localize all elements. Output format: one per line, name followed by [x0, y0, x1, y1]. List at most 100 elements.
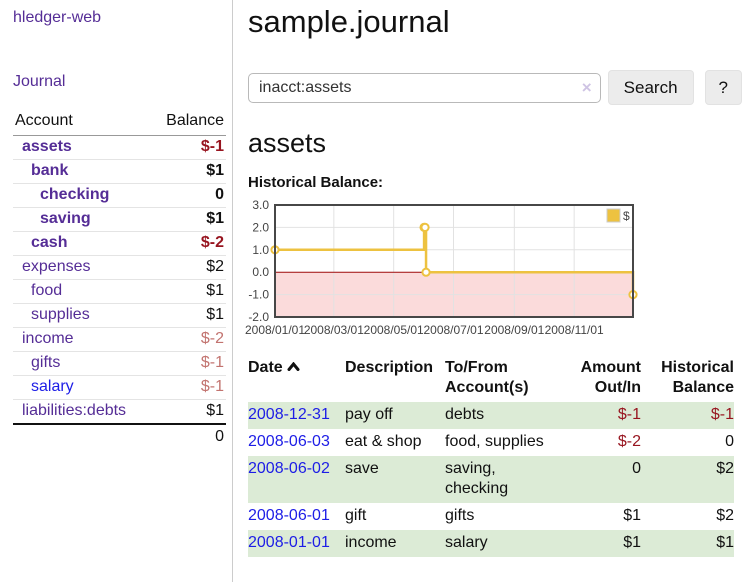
transaction-date-link[interactable]: 2008-06-02: [248, 460, 330, 477]
help-button[interactable]: ?: [704, 70, 742, 105]
svg-text:-1.0: -1.0: [248, 288, 269, 302]
svg-text:2.0: 2.0: [252, 220, 269, 234]
account-link[interactable]: gifts: [31, 354, 61, 371]
table-row: 2008-01-01 income salary $1 $1: [248, 530, 734, 557]
account-link[interactable]: expenses: [22, 258, 91, 275]
register-header-amount: Amount Out/In: [557, 356, 641, 402]
svg-text:2008/01/01: 2008/01/01: [245, 323, 305, 337]
account-row: salary $-1: [13, 375, 226, 400]
svg-text:2008/03/01: 2008/03/01: [304, 323, 364, 337]
sidebar-item-journal[interactable]: Journal: [13, 73, 66, 90]
chart-title: Historical Balance:: [248, 174, 384, 191]
historical-balance-chart[interactable]: 3.0 2.0 1.0 0.0 -1.0 -2.02008/01/012008/03/01…: [245, 197, 648, 339]
register-header-accounts-line2: Account(s): [445, 379, 529, 396]
table-row: 2008-12-31 pay off debts $-1 $-1: [248, 402, 734, 429]
account-row: expenses $2: [13, 255, 226, 280]
transaction-amount: $-1: [617, 406, 641, 423]
search-input[interactable]: [248, 72, 601, 103]
clear-search-icon[interactable]: ×: [581, 77, 592, 97]
transaction-date-link[interactable]: 2008-01-01: [248, 534, 330, 551]
accounts-total-row: 0: [13, 423, 226, 449]
account-link[interactable]: bank: [31, 162, 69, 179]
transaction-amount: $1: [623, 534, 641, 551]
accounts-table: Account Balance assets $-1 bank $1 check…: [13, 110, 226, 449]
accounts-header-row: Account Balance: [13, 110, 226, 136]
register-header-description: Description: [345, 359, 434, 376]
transaction-balance: $2: [716, 460, 734, 477]
account-link[interactable]: checking: [40, 186, 110, 203]
account-link[interactable]: salary: [31, 378, 74, 395]
account-balance: $1: [151, 207, 226, 232]
transaction-date-link[interactable]: 2008-12-31: [248, 406, 330, 423]
transaction-amount: $1: [623, 507, 641, 524]
account-balance: $-2: [151, 231, 226, 256]
account-link[interactable]: liabilities:debts: [22, 402, 127, 419]
register-header-date[interactable]: Date: [248, 356, 345, 402]
account-balance: $2: [151, 255, 226, 280]
table-row: 2008-06-02 save saving, checking 0 $2: [248, 456, 734, 503]
transaction-date-link[interactable]: 2008-06-01: [248, 507, 330, 524]
account-balance: $-1: [151, 351, 226, 376]
transaction-description: save: [345, 460, 379, 477]
account-heading: assets: [248, 128, 327, 158]
svg-text:3.0: 3.0: [252, 198, 269, 212]
transaction-accounts: salary: [445, 534, 488, 551]
account-link[interactable]: income: [22, 330, 74, 347]
account-balance: $1: [151, 399, 226, 425]
page-title: sample.journal: [248, 4, 450, 39]
transaction-balance: 0: [725, 433, 734, 450]
transaction-balance: $-1: [710, 406, 734, 423]
account-row: bank $1: [13, 159, 226, 184]
sidebar: hledger-web Journal Account Balance asse…: [0, 0, 233, 582]
transaction-description: pay off: [345, 406, 393, 423]
accounts-header-account: Account: [13, 110, 152, 136]
register-header-amount-line2: Out/In: [594, 379, 641, 396]
transaction-description: gift: [345, 507, 367, 524]
accounts-total-balance: 0: [151, 423, 226, 449]
transaction-amount: $-2: [617, 433, 641, 450]
search-box: ×: [248, 72, 601, 103]
search-form: × Search ?: [248, 70, 742, 105]
account-link[interactable]: assets: [22, 138, 72, 155]
register-header-balance-line2: Balance: [672, 379, 734, 396]
svg-text:2008/05/01: 2008/05/01: [364, 323, 424, 337]
account-link[interactable]: food: [31, 282, 63, 299]
account-balance: 0: [151, 183, 226, 208]
transaction-accounts: gifts: [445, 507, 475, 524]
account-balance: $-1: [151, 375, 226, 400]
account-row: food $1: [13, 279, 226, 304]
transaction-amount: 0: [632, 460, 641, 477]
account-link[interactable]: supplies: [31, 306, 90, 323]
transaction-accounts: saving, checking: [445, 460, 509, 497]
svg-text:2008/07/01: 2008/07/01: [423, 323, 483, 337]
search-button[interactable]: Search: [607, 70, 694, 105]
register-table: Date Description To/From Account(s) Amou…: [248, 356, 734, 557]
register-header-row: Date Description To/From Account(s) Amou…: [248, 356, 734, 402]
account-balance: $-2: [151, 327, 226, 352]
transaction-balance: $2: [716, 507, 734, 524]
account-balance: $1: [151, 159, 226, 184]
transaction-accounts: debts: [445, 406, 485, 423]
transaction-accounts: food, supplies: [445, 433, 544, 450]
account-row: supplies $1: [13, 303, 226, 328]
table-row: 2008-06-01 gift gifts $1 $2: [248, 503, 734, 530]
account-link[interactable]: cash: [31, 234, 68, 251]
svg-text:2008/09/01: 2008/09/01: [484, 323, 544, 337]
sort-ascending-icon: [287, 361, 300, 371]
svg-text:-2.0: -2.0: [248, 310, 269, 324]
account-balance: $1: [151, 279, 226, 304]
register-header-amount-line1: Amount: [580, 359, 641, 376]
register-header-balance-line1: Historical: [661, 359, 734, 376]
register-header-balance: Historical Balance: [641, 356, 734, 402]
transaction-description: income: [345, 534, 397, 551]
svg-text:1.0: 1.0: [252, 243, 269, 257]
account-row: gifts $-1: [13, 351, 226, 376]
account-row: income $-2: [13, 327, 226, 352]
account-row: cash $-2: [13, 231, 226, 256]
accounts-header-balance: Balance: [151, 110, 226, 136]
transaction-date-link[interactable]: 2008-06-03: [248, 433, 330, 450]
account-balance: $-1: [151, 135, 226, 160]
account-link[interactable]: saving: [40, 210, 91, 227]
brand-link[interactable]: hledger-web: [13, 9, 102, 26]
